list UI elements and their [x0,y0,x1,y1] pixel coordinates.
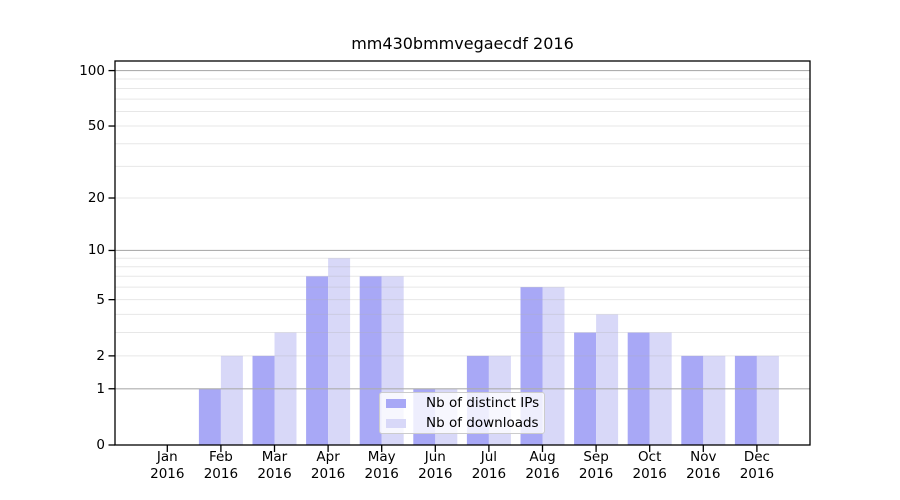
bar-distinct-ips-nov [681,355,704,445]
bar-distinct-ips-apr [306,276,329,445]
bar-downloads-nov [703,355,726,445]
bar-downloads-apr [328,258,351,445]
bar-downloads-sep [596,314,619,445]
y-tick-label-0: 0 [96,437,105,453]
bar-distinct-ips-may [359,276,382,445]
x-tick-label-jul: Jul 2016 [471,449,507,482]
x-tick-label-sep: Sep 2016 [578,449,614,482]
bar-distinct-ips-mar [252,355,275,445]
x-tick-label-may: May 2016 [364,449,399,482]
axes-spines [114,60,811,446]
x-tick-label-jan: Jan 2016 [150,449,185,482]
bar-downloads-dec [756,355,779,445]
legend-swatch-downloads [386,418,406,428]
bar-downloads-feb [220,355,243,445]
x-tick-label-feb: Feb 2016 [203,449,239,482]
legend-item-downloads: Nb of downloads [386,415,544,432]
x-tick-label-dec: Dec 2016 [739,449,775,482]
legend: Nb of distinct IPs Nb of downloads [379,392,545,434]
y-tick-label-1: 1 [96,380,105,397]
x-tick-label-aug: Aug 2016 [525,449,560,482]
y-tick-label-10: 10 [87,242,105,259]
y-tick-label-20: 20 [87,190,105,206]
chart-title: mm430bmmvegaecdf 2016 [351,34,574,53]
bar-distinct-ips-feb [198,388,221,445]
x-tick-label-oct: Oct 2016 [632,449,667,482]
x-tick-label-nov: Nov 2016 [686,449,721,482]
y-tick-label-50: 50 [87,118,105,135]
legend-item-distinct-ips: Nb of distinct IPs [386,395,544,412]
y-tick-label-5: 5 [96,291,105,308]
legend-label-distinct-ips: Nb of distinct IPs [426,394,540,411]
x-tick-label-jun: Jun 2016 [418,449,453,482]
y-tick-label-100: 100 [79,62,105,79]
bar-distinct-ips-dec [734,355,757,445]
x-tick-label-apr: Apr 2016 [310,449,346,482]
legend-swatch-distinct-ips [386,398,406,408]
legend-label-downloads: Nb of downloads [426,414,539,431]
y-tick-label-2: 2 [96,347,105,364]
bar-downloads-aug [542,287,565,445]
x-tick-label-mar: Mar 2016 [257,449,292,482]
